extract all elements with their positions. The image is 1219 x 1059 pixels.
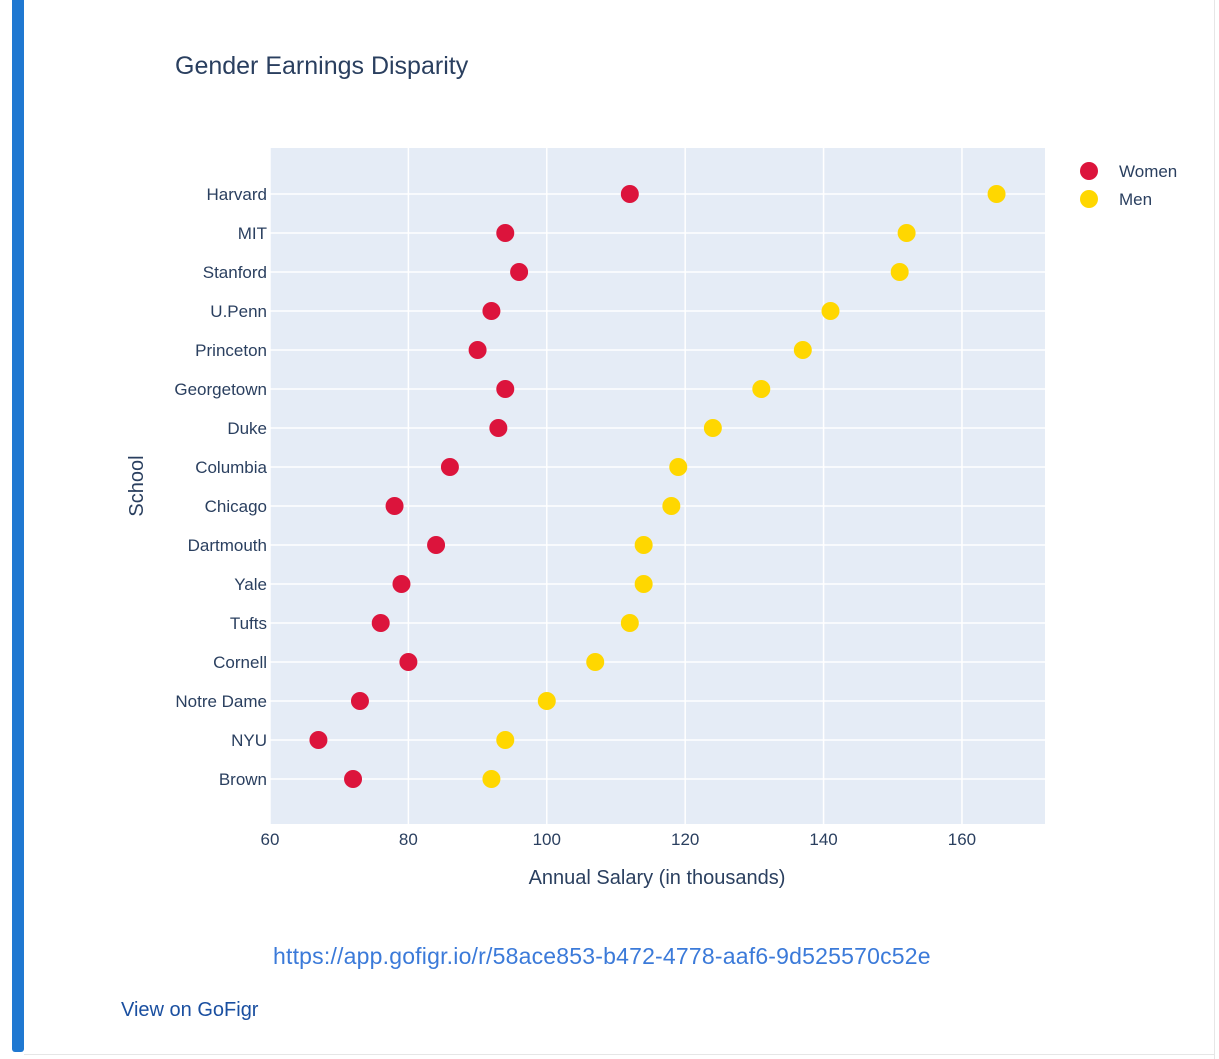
y-tick-label: Cornell <box>213 653 267 672</box>
bottom-border <box>24 1054 1215 1055</box>
marker-men-georgetown <box>752 380 771 398</box>
gofigr-url-link[interactable]: https://app.gofigr.io/r/58ace853-b472-47… <box>273 943 931 969</box>
y-tick-label: Chicago <box>205 497 267 516</box>
x-tick-labels: 60 80 100 120 140 160 <box>261 830 977 849</box>
y-tick-label: Dartmouth <box>188 536 267 555</box>
marker-men-nyu <box>496 731 515 749</box>
marker-men-u-penn <box>821 302 840 320</box>
marker-men-yale <box>634 575 653 593</box>
y-axis-title: School <box>126 455 148 516</box>
marker-men-columbia <box>669 458 688 476</box>
y-tick-label: U.Penn <box>210 302 267 321</box>
marker-women-columbia <box>440 458 459 476</box>
y-tick-label: Princeton <box>195 341 267 360</box>
data-points <box>309 185 1006 788</box>
y-tick-label: Notre Dame <box>175 692 267 711</box>
y-tick-label: Harvard <box>207 185 267 204</box>
y-tick-labels: Brown NYU Notre Dame Cornell Tufts Yale Dartmo… <box>174 185 267 789</box>
marker-women-harvard <box>620 185 639 203</box>
marker-men-princeton <box>793 341 812 359</box>
chart: Gender Earnings Disparity 60 80 100 120 140 1… <box>126 52 1177 889</box>
x-tick-label: 160 <box>948 830 976 849</box>
accent-bar <box>12 0 24 1052</box>
y-tick-label: NYU <box>231 731 267 750</box>
marker-men-dartmouth <box>634 536 653 554</box>
marker-men-tufts <box>620 614 639 632</box>
view-on-gofigr-link[interactable]: View on GoFigr <box>121 999 259 1021</box>
marker-women-dartmouth <box>427 536 446 554</box>
x-gridlines <box>269 148 963 824</box>
x-tick-label: 100 <box>533 830 561 849</box>
x-tick-label: 120 <box>671 830 699 849</box>
marker-men-mit <box>897 224 916 242</box>
plot-area <box>270 148 1045 824</box>
marker-men-harvard <box>987 185 1006 203</box>
marker-men-chicago <box>662 497 681 515</box>
legend-label-women[interactable]: Women <box>1119 162 1177 181</box>
legend-label-men[interactable]: Men <box>1119 190 1152 209</box>
marker-women-tufts <box>371 614 390 632</box>
marker-women-mit <box>496 224 515 242</box>
y-tick-label: Tufts <box>230 614 267 633</box>
marker-women-princeton <box>468 341 487 359</box>
y-tick-label: Duke <box>227 419 267 438</box>
y-tick-label: Stanford <box>203 263 267 282</box>
marker-women-georgetown <box>496 380 515 398</box>
marker-women-brown <box>344 770 363 788</box>
marker-women-u-penn <box>482 302 501 320</box>
marker-men-duke <box>703 419 722 437</box>
marker-women-yale <box>392 575 411 593</box>
marker-men-stanford <box>890 263 909 281</box>
y-tick-label: Georgetown <box>174 380 267 399</box>
marker-women-chicago <box>385 497 404 515</box>
marker-men-brown <box>482 770 501 788</box>
y-gridlines <box>270 193 1045 780</box>
marker-women-stanford <box>510 263 529 281</box>
legend-marker-women[interactable] <box>1080 162 1098 180</box>
marker-women-nyu <box>309 731 328 749</box>
x-tick-label: 140 <box>809 830 837 849</box>
legend[interactable]: Women Men <box>1080 162 1177 209</box>
y-tick-label: Columbia <box>195 458 267 477</box>
chart-title: Gender Earnings Disparity <box>175 52 469 80</box>
y-tick-label: Brown <box>219 770 267 789</box>
legend-marker-men[interactable] <box>1080 190 1098 208</box>
marker-women-notre-dame <box>350 692 369 710</box>
x-tick-label: 80 <box>399 830 418 849</box>
x-tick-label: 60 <box>261 830 280 849</box>
marker-men-notre-dame <box>537 692 556 710</box>
right-border <box>1214 0 1215 1059</box>
y-tick-label: MIT <box>238 224 267 243</box>
marker-women-duke <box>489 419 508 437</box>
y-tick-label: Yale <box>234 575 267 594</box>
marker-women-cornell <box>399 653 418 671</box>
x-axis-title: Annual Salary (in thousands) <box>529 867 786 889</box>
marker-men-cornell <box>586 653 605 671</box>
